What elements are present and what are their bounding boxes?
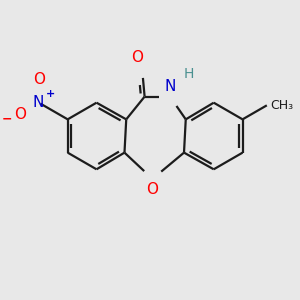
Text: H: H bbox=[184, 67, 194, 81]
Text: −: − bbox=[2, 113, 12, 126]
Text: +: + bbox=[45, 89, 55, 99]
Text: O: O bbox=[132, 50, 144, 65]
Text: O: O bbox=[33, 73, 45, 88]
Text: O: O bbox=[14, 106, 26, 122]
Text: O: O bbox=[146, 182, 158, 196]
Text: CH₃: CH₃ bbox=[270, 99, 293, 112]
Text: N: N bbox=[164, 79, 176, 94]
Text: N: N bbox=[33, 95, 44, 110]
